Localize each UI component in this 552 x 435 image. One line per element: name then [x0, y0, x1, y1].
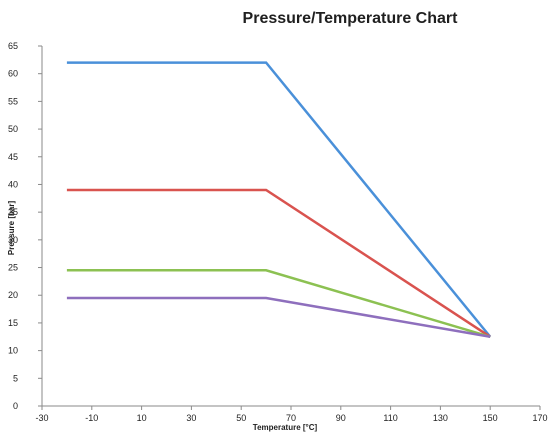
x-tick-label: 50 [236, 413, 246, 423]
series-line-1 [66, 61, 492, 338]
x-tick-label: -10 [85, 413, 98, 423]
y-tick-label: 30 [8, 235, 18, 245]
y-tick-label: 0 [13, 401, 18, 411]
series-line-4 [66, 296, 491, 339]
y-tick-label: 45 [8, 152, 18, 162]
series-line-2 [66, 188, 491, 338]
x-axis-title: Temperature [°C] [253, 423, 318, 432]
y-tick-label: 25 [8, 263, 18, 273]
x-tick-label: 90 [336, 413, 346, 423]
x-tick-label: 110 [383, 413, 397, 423]
x-tick-label: 150 [483, 413, 498, 423]
y-tick-label: 55 [8, 96, 18, 106]
x-tick-label: 170 [532, 413, 547, 423]
x-tick-label: 10 [137, 413, 147, 423]
y-tick-label: 65 [8, 41, 18, 51]
y-tick-label: 50 [8, 124, 18, 134]
x-tick-label: 30 [186, 413, 196, 423]
chart-title: Pressure/Temperature Chart [242, 10, 458, 27]
axes-group: 0 5 10 15 20 25 30 35 40 45 50 55 60 65 -30 -10 10 30 50 70… [8, 41, 548, 423]
y-tick-label: 60 [8, 69, 18, 79]
y-tick-label: 35 [8, 207, 18, 217]
series-group [66, 61, 492, 339]
y-tick-label: 15 [8, 318, 18, 328]
series-line-3 [66, 269, 491, 338]
x-tick-label: 70 [286, 413, 296, 423]
x-tick-label: -30 [35, 413, 48, 423]
x-tick-label: 130 [433, 413, 448, 423]
y-tick-label: 40 [8, 179, 18, 189]
y-tick-label: 20 [8, 290, 18, 300]
y-tick-label: 5 [13, 373, 18, 383]
y-axis-title: Pressure [bar] [7, 201, 16, 256]
y-tick-label: 10 [8, 346, 18, 356]
